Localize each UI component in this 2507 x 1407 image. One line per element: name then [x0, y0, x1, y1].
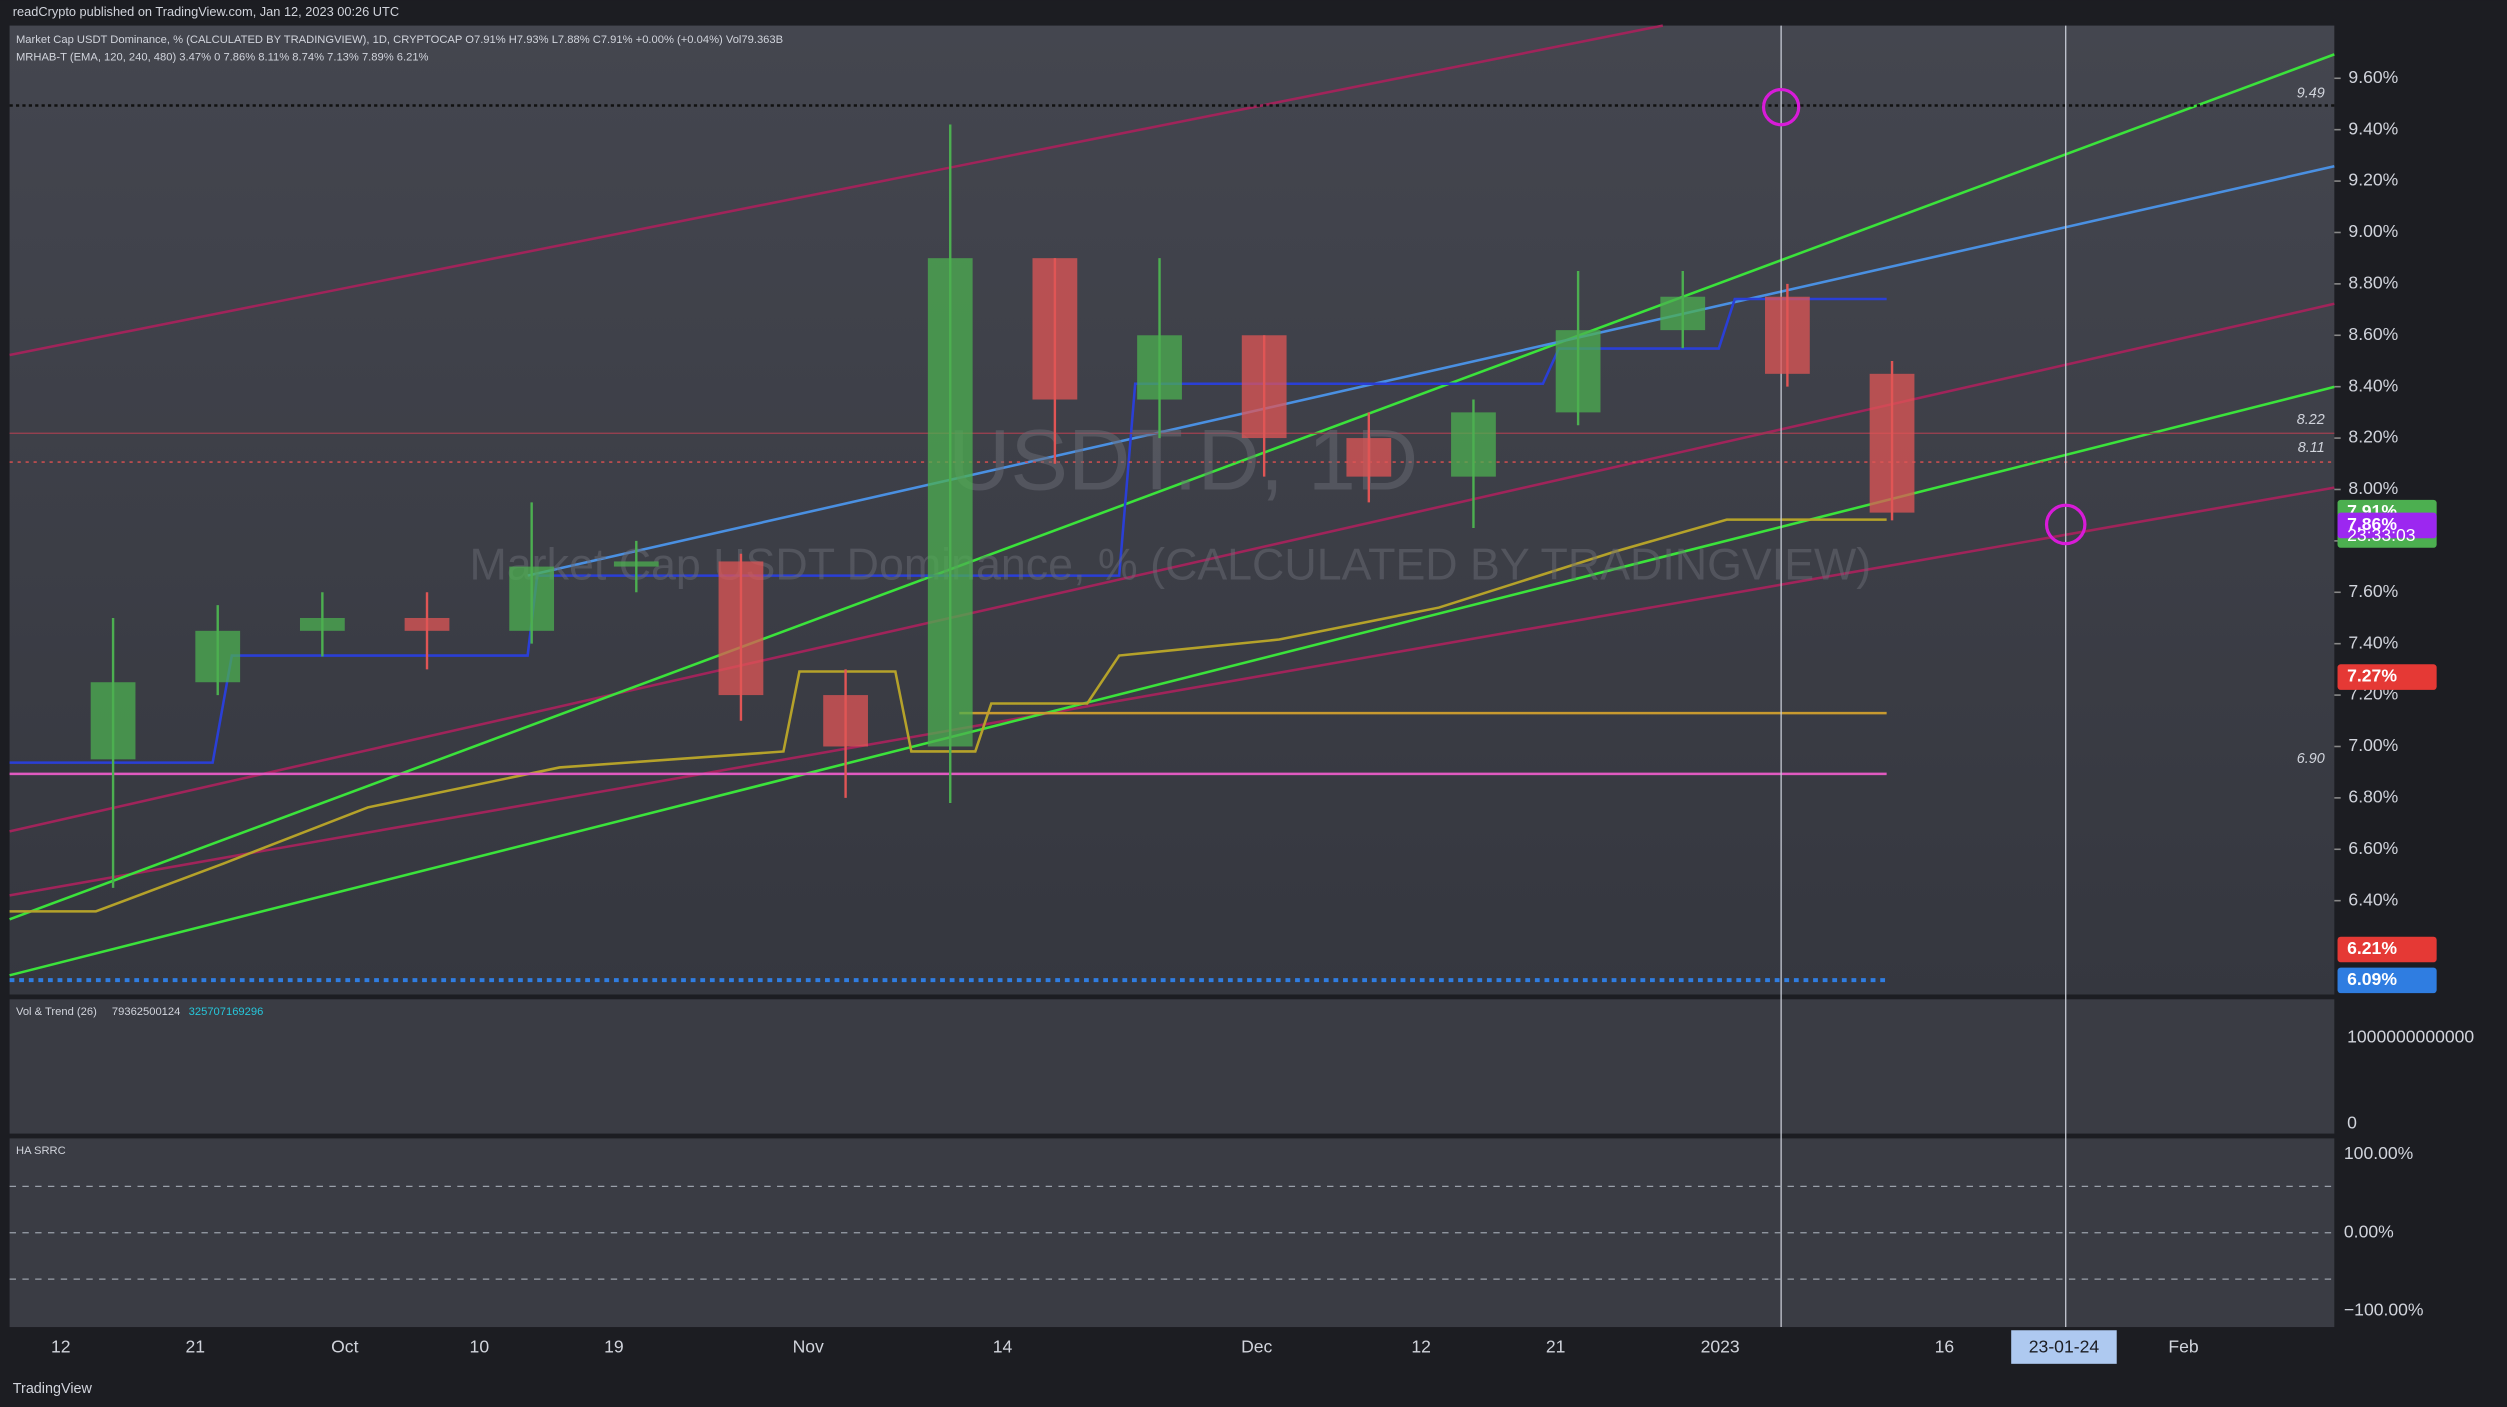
price-badge-label: 6.09% — [2347, 969, 2397, 989]
watermark-symbol: USDT.D, 1D — [948, 413, 1418, 509]
volume-pane — [9, 999, 2335, 1134]
price-badge — [2337, 967, 2437, 994]
y-tick-label: 100.00% — [2344, 1143, 2413, 1163]
cursor-date-label: 23-01-24 — [2029, 1336, 2100, 1356]
y-tick-label: 6.80% — [2348, 787, 2398, 807]
x-tick-label: 19 — [604, 1336, 624, 1356]
price-badge — [2337, 512, 2437, 539]
y-tick-label: −100.00% — [2344, 1300, 2424, 1320]
y-tick-label: 8.00% — [2348, 478, 2398, 498]
x-tick-label: 10 — [470, 1336, 490, 1356]
price-badge — [2337, 936, 2437, 963]
price-badge-label: 6.21% — [2347, 938, 2397, 958]
candle-body — [1346, 438, 1392, 477]
footer-logo: TradingView — [13, 1381, 93, 1397]
y-tick-label: 9.40% — [2348, 118, 2398, 138]
y-tick-label: 9.20% — [2348, 170, 2398, 190]
x-tick-label: Oct — [331, 1336, 358, 1356]
candle-body — [1869, 373, 1915, 513]
candle-body — [1241, 335, 1287, 439]
y-tick-label: 8.80% — [2348, 273, 2398, 293]
y-tick-label: 0.00% — [2344, 1221, 2394, 1241]
x-tick-label: 21 — [186, 1336, 206, 1356]
y-tick-label: 0 — [2347, 1113, 2357, 1133]
drawings — [9, 24, 2335, 1328]
candle-body — [1660, 296, 1706, 331]
x-tick-label: 2023 — [1701, 1336, 1740, 1356]
x-tick-label: 12 — [1411, 1336, 1431, 1356]
watermark-name: Market Cap USDT Dominance, % (CALCULATED… — [470, 539, 1872, 589]
price-pane — [9, 25, 2335, 995]
x-tick-label: Dec — [1241, 1336, 1272, 1356]
price-badge — [2337, 664, 2437, 690]
level-label: 9.49 — [2297, 86, 2325, 102]
candle-body — [823, 695, 868, 747]
candle-body — [1555, 330, 1601, 413]
volume-title: Vol & Trend (26) — [16, 1006, 97, 1018]
volume-reading: 79362500124 — [112, 1006, 180, 1018]
legend: Market Cap USDT Dominance, % (CALCULATED… — [16, 34, 783, 46]
y-tick-label: 9.00% — [2348, 221, 2398, 241]
y-tick-label: 7.40% — [2348, 632, 2398, 652]
level-label: 8.22 — [2297, 412, 2325, 428]
candle-body — [299, 617, 345, 631]
y-tick-label: 8.60% — [2348, 324, 2398, 344]
publisher: readCrypto published on TradingView.com,… — [13, 4, 399, 19]
price-badge-label: 7.27% — [2347, 666, 2397, 686]
candle-body — [195, 630, 241, 683]
y-tick-label: 7.60% — [2348, 581, 2398, 601]
candle-body — [404, 617, 450, 631]
y-tick-label: 8.20% — [2348, 427, 2398, 447]
indicator-legend: MRHAB-T (EMA, 120, 240, 480) 3.47% 0 7.8… — [16, 52, 429, 64]
y-tick-label: 7.00% — [2348, 735, 2398, 755]
candle-body — [509, 566, 555, 631]
oscillator-title: HA SRRC — [16, 1145, 66, 1157]
candle-body — [718, 561, 764, 696]
volume-reading: 325707169296 — [189, 1006, 264, 1018]
x-tick-label: 16 — [1935, 1336, 1955, 1356]
y-tick-label: 8.40% — [2348, 375, 2398, 395]
x-tick-label: 14 — [993, 1336, 1013, 1356]
candle-body — [1765, 296, 1810, 374]
x-tick-label: Feb — [2168, 1336, 2199, 1356]
candle-body — [1032, 258, 1078, 400]
x-tick-label: Nov — [793, 1336, 824, 1356]
candle-body — [613, 561, 659, 567]
y-tick-label: 6.60% — [2348, 838, 2398, 858]
y-tick-label: 9.60% — [2348, 67, 2398, 87]
candle-body — [1451, 412, 1496, 477]
y-tick-label: 6.40% — [2348, 889, 2398, 909]
countdown: 23:33:03 — [2347, 525, 2415, 545]
y-tick-label: 1000000000000 — [2347, 1026, 2474, 1046]
candle-body — [90, 682, 136, 760]
level-label: 8.11 — [2298, 440, 2325, 456]
x-tick-label: 12 — [51, 1336, 71, 1356]
price-badge-label: 7.86% — [2347, 514, 2397, 534]
cursor-date-badge — [2011, 1330, 2117, 1364]
x-tick-label: 21 — [1546, 1336, 1566, 1356]
candle-body — [927, 258, 973, 747]
candle-body — [1137, 335, 1182, 400]
level-label: 6.90 — [2297, 751, 2325, 767]
